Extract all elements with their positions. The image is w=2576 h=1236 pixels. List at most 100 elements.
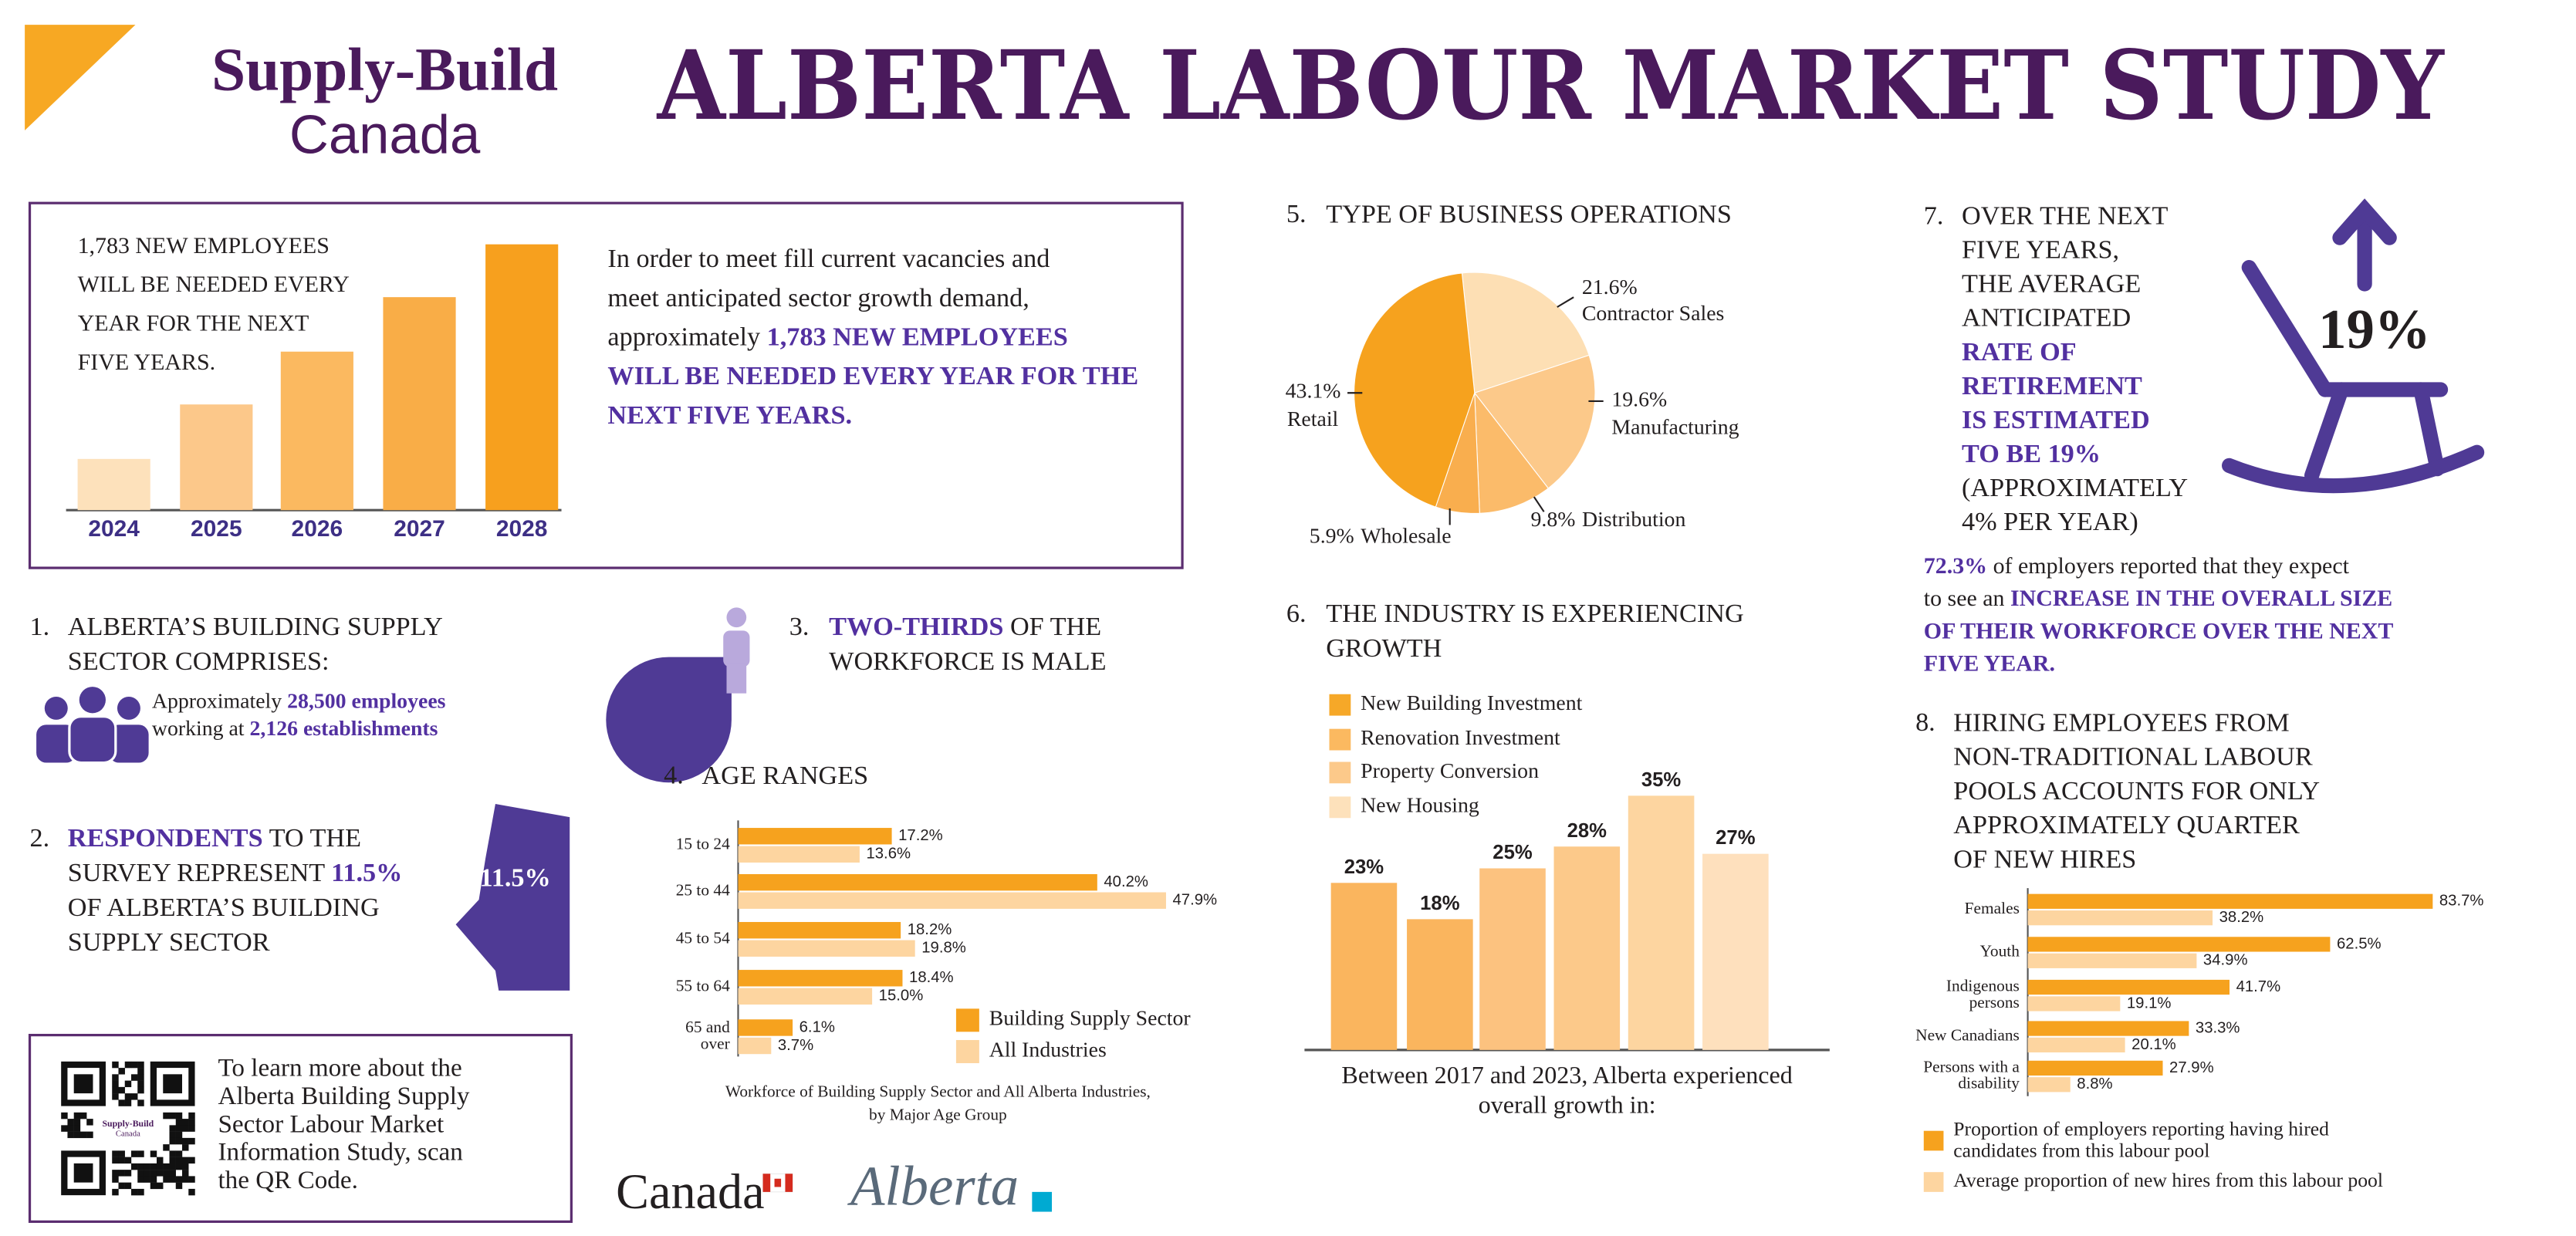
value-label: 35%: [1641, 769, 1682, 791]
chart-title: FIVE YEARS.: [78, 350, 216, 375]
value-label: 18.2%: [908, 921, 952, 938]
qr-module: [73, 1112, 81, 1119]
legend-label: All Industries: [989, 1038, 1107, 1062]
qr-module: [182, 1137, 189, 1145]
bar: [485, 244, 559, 511]
qr-module: [112, 1086, 119, 1094]
qr-module: [163, 1170, 170, 1177]
qr-module: [175, 1137, 183, 1145]
value-label: 25%: [1493, 842, 1533, 863]
qr-module: [163, 1163, 170, 1170]
qr-module: [73, 1131, 81, 1139]
qr-text: To learn more about the: [218, 1053, 461, 1082]
text-run: 4% PER YEAR): [1962, 507, 2138, 536]
bar: [2027, 1077, 2071, 1092]
qr-module: [67, 1119, 74, 1126]
slice-name: Retail: [1287, 407, 1339, 431]
bar: [2027, 893, 2433, 909]
qr-module: [188, 1188, 195, 1196]
intro-text: In order to meet fill current vacancies …: [607, 244, 1050, 273]
section-text: (APPROXIMATELY: [1962, 473, 2188, 502]
qr-finder: [73, 1163, 93, 1183]
bar: [2027, 979, 2230, 995]
qr-finder: [150, 1061, 195, 1106]
highlight: FIVE YEAR.: [1924, 650, 2055, 676]
value-label: 38.2%: [2219, 909, 2264, 926]
legend-label: Average proportion of new hires from thi…: [1953, 1169, 2383, 1191]
text-run: In order to meet fill current vacancies …: [607, 244, 1050, 273]
qr-module: [130, 1163, 138, 1170]
retirement-figure: 19%: [2318, 298, 2431, 360]
bar: [1479, 868, 1546, 1050]
qr-module: [118, 1086, 125, 1094]
section-note: OF THEIR WORKFORCE OVER THE NEXT: [1924, 618, 2394, 643]
value-label: 19.8%: [921, 940, 966, 957]
qr-module: [124, 1080, 132, 1088]
bar: [738, 828, 892, 845]
qr-module: [130, 1074, 138, 1081]
bar: [738, 873, 1097, 891]
qr-module: [137, 1099, 144, 1106]
qr-module: [182, 1125, 189, 1132]
qr-module: [112, 1074, 119, 1081]
qr-module: [175, 1182, 183, 1190]
value-label: 15.0%: [879, 988, 924, 1005]
y-tick-label: Youth: [1980, 942, 2020, 961]
text-run: Information Study, scan: [218, 1137, 463, 1166]
qr-module: [188, 1176, 195, 1183]
bar: [738, 1037, 772, 1055]
qr-module: [150, 1150, 157, 1157]
qr-module: [118, 1099, 125, 1106]
chart-caption: overall growth in:: [1479, 1091, 1656, 1119]
qr-module: [124, 1157, 132, 1164]
value-label: 18.4%: [909, 969, 954, 986]
text-run: working at: [152, 717, 250, 741]
person-icon: [723, 607, 750, 694]
text-run: Workforce of Building Supply Sector and …: [725, 1082, 1151, 1100]
intro-text: meet anticipated sector growth demand,: [607, 283, 1029, 312]
section-text: Approximately 28,500 employees: [152, 690, 446, 714]
qr-module: [169, 1170, 176, 1177]
section-number: 2.: [30, 823, 50, 853]
section-text: WORKFORCE IS MALE: [829, 647, 1106, 676]
qr-module: [112, 1093, 119, 1100]
bar: [738, 922, 901, 939]
x-tick-label: 2026: [292, 516, 343, 542]
chart-title: YEAR FOR THE NEXT: [78, 310, 309, 336]
bar: [738, 1019, 793, 1036]
text-run: Supply-Build: [211, 36, 558, 104]
qr-module: [137, 1074, 144, 1081]
text-run: of employers reported that they expect: [1987, 553, 2350, 579]
legend-label: New Housing: [1361, 794, 1479, 818]
qr-module: [61, 1112, 68, 1119]
text-run: POOLS ACCOUNTS FOR ONLY: [1953, 776, 2320, 805]
brand-name: Canada: [289, 103, 481, 164]
text-run: APPROXIMATELY QUARTER: [1953, 810, 2300, 839]
qr-module: [188, 1112, 195, 1119]
section-text: OVER THE NEXT: [1962, 201, 2168, 230]
highlight: RATE OF: [1962, 337, 2077, 366]
section-text: ANTICIPATED: [1962, 303, 2131, 333]
y-tick-label: Indigenous: [1946, 976, 2020, 995]
chart-title: APPROXIMATELY QUARTER: [1953, 810, 2300, 839]
qr-module: [150, 1163, 157, 1170]
section-text: IS ESTIMATED: [1962, 405, 2150, 434]
qr-logo: Canada: [116, 1129, 140, 1138]
qr-module: [175, 1119, 183, 1126]
text-run: by Major Age Group: [869, 1105, 1007, 1123]
bar: [738, 846, 860, 863]
qr-module: [112, 1080, 119, 1088]
qr-module: [118, 1068, 125, 1075]
chart-title: TYPE OF BUSINESS OPERATIONS: [1326, 199, 1732, 228]
bar: [383, 297, 456, 511]
legend-label: Property Conversion: [1361, 759, 1539, 783]
canada-logo: Canada: [616, 1164, 764, 1219]
qr-module: [86, 1131, 93, 1139]
qr-finder: [61, 1150, 106, 1196]
section-text: SURVEY REPRESENT 11.5%: [68, 858, 403, 887]
qr-module: [175, 1125, 183, 1132]
text-run: OF THE: [1003, 612, 1101, 641]
value-label: 41.7%: [2236, 978, 2281, 995]
y-tick-label: over: [701, 1034, 730, 1052]
qr-module: [188, 1157, 195, 1164]
